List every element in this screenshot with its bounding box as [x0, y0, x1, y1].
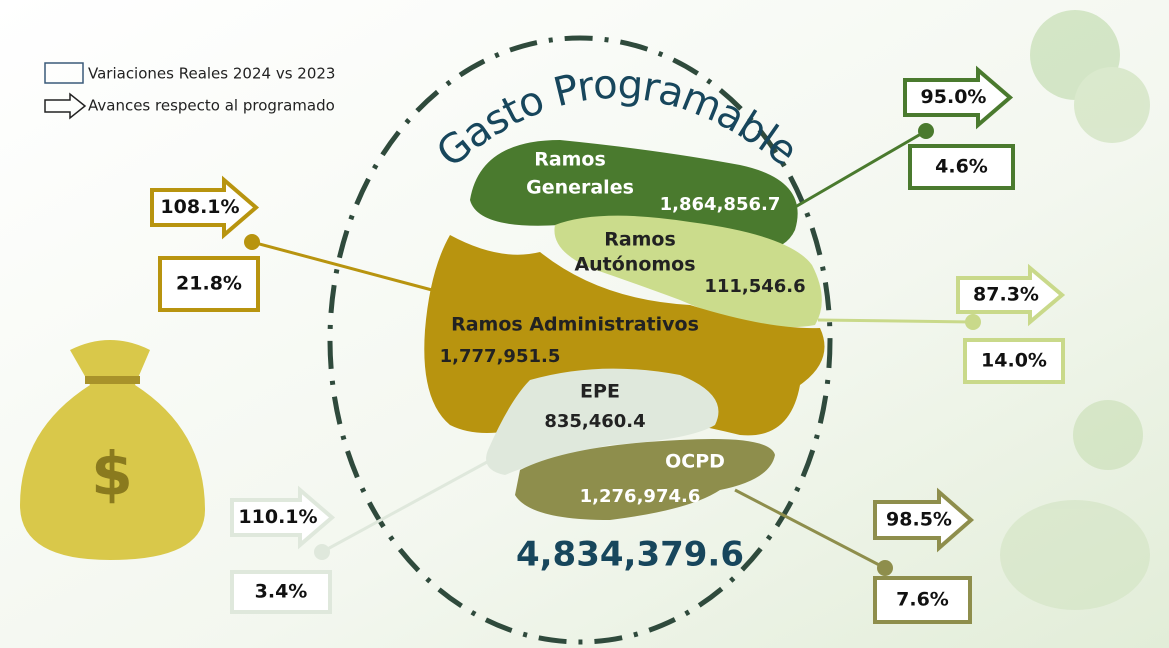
dash-ring — [327, 35, 833, 645]
variation-label: 7.6% — [896, 589, 949, 611]
legend-arrow — [44, 92, 87, 120]
advance-label: 98.5% — [886, 509, 952, 531]
connector-dot — [918, 123, 934, 139]
variation-box — [963, 338, 1065, 384]
connector — [789, 129, 927, 212]
segment-name: EPE — [580, 381, 620, 403]
blob-administrativos — [424, 235, 825, 436]
variation-box — [230, 570, 332, 614]
connector — [734, 488, 886, 570]
blob-autonomos — [554, 215, 822, 328]
variation-label: 21.8% — [176, 273, 242, 295]
advance-arrow — [230, 485, 336, 550]
advance-label: 87.3% — [973, 284, 1039, 306]
segment-name: Ramos — [534, 149, 606, 171]
decoration — [1000, 10, 1150, 610]
connector-dot — [965, 314, 981, 330]
money-bag: $ — [20, 340, 205, 560]
segment-name: Generales — [526, 177, 634, 199]
advance-label: 95.0% — [921, 86, 987, 108]
legend-box — [44, 62, 84, 84]
advance-arrow — [150, 175, 260, 240]
blob-epe — [486, 368, 719, 475]
total: 4,834,379.6 — [516, 535, 744, 575]
segment-value: 111,546.6 — [704, 276, 805, 297]
variation-box — [908, 144, 1015, 190]
connector — [251, 240, 433, 292]
variation-box — [873, 576, 972, 624]
svg-text:$: $ — [91, 440, 133, 510]
connector-dot — [244, 234, 260, 250]
segment-name: Ramos — [604, 229, 676, 251]
variation-label: 4.6% — [935, 156, 988, 178]
variation-box — [158, 256, 260, 312]
connector-dot — [314, 544, 330, 560]
segment-value: 1,777,951.5 — [440, 346, 561, 367]
connector — [817, 318, 974, 324]
advance-arrow — [873, 487, 975, 553]
segment-name: OCPD — [665, 451, 725, 473]
segment-value: 1,864,856.7 — [660, 194, 781, 215]
connector-dot — [877, 560, 893, 576]
connector — [321, 453, 501, 554]
segment-name: Autónomos — [574, 254, 695, 276]
segment-value: 835,460.4 — [544, 411, 645, 432]
advance-arrow — [903, 65, 1014, 130]
segment-name: Ramos Administrativos — [451, 314, 699, 336]
advance-arrow — [956, 263, 1066, 327]
legend-text: Avances respecto al programado — [88, 97, 335, 115]
legend-text: Variaciones Reales 2024 vs 2023 — [88, 65, 335, 83]
variation-label: 3.4% — [255, 581, 308, 603]
advance-label: 108.1% — [160, 196, 239, 218]
blob-generales — [470, 140, 798, 251]
advance-label: 110.1% — [238, 506, 317, 528]
segment-value: 1,276,974.6 — [580, 486, 701, 507]
variation-label: 14.0% — [981, 350, 1047, 372]
blob-ocpd — [515, 439, 775, 520]
